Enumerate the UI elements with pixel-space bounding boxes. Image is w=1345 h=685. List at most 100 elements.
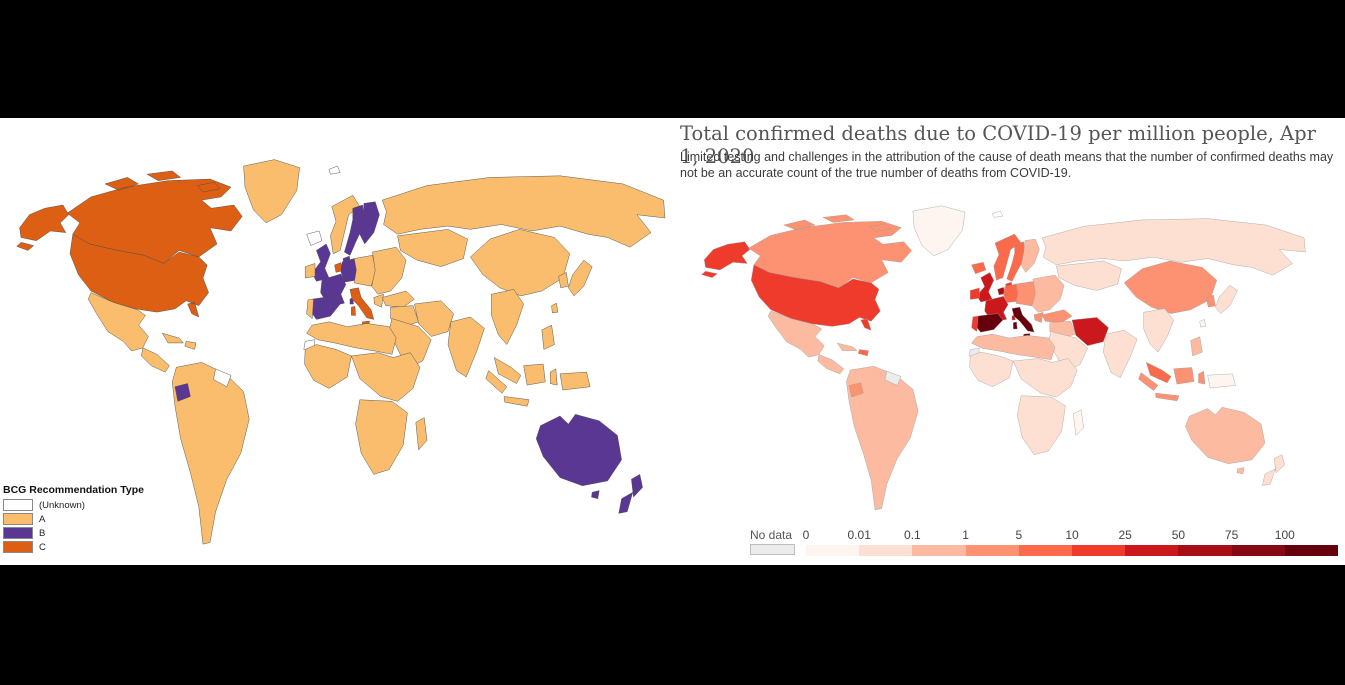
bcg-legend-title: BCG Recommendation Type — [3, 484, 144, 496]
region-spain[interactable] — [973, 313, 1004, 333]
region-new-guinea[interactable] — [1207, 373, 1236, 389]
colorbar-segment[interactable] — [806, 545, 860, 556]
region-sumatra[interactable] — [1138, 372, 1159, 391]
colorbar-tick-label: 75 — [1224, 528, 1239, 542]
colorbar-tick-label: 1 — [962, 528, 969, 542]
colorbar-tick-label: 5 — [1015, 528, 1023, 542]
region-se-asia[interactable] — [1143, 308, 1174, 353]
colorbar-tick-label: 10 — [1065, 528, 1079, 542]
region-russia — [381, 175, 666, 248]
region-java — [503, 396, 530, 407]
region-usa[interactable] — [750, 264, 881, 331]
region-australia[interactable] — [1185, 407, 1266, 464]
region-ecuador[interactable] — [848, 382, 864, 398]
region-central-europe[interactable] — [1015, 281, 1037, 307]
colorbar-segment[interactable] — [1125, 545, 1179, 556]
region-korea — [558, 272, 569, 289]
colorbar-segment[interactable] — [965, 545, 1019, 556]
region-malay[interactable] — [1145, 361, 1172, 384]
colorbar-tick-label: 0.1 — [904, 528, 921, 542]
covid-world-map — [701, 205, 1306, 511]
region-sulawesi — [549, 368, 558, 386]
region-alaska[interactable] — [701, 241, 751, 278]
no-data-legend-group: No data — [750, 528, 798, 555]
region-madagascar — [415, 417, 428, 451]
region-madagascar[interactable] — [1073, 409, 1084, 436]
region-turkey[interactable] — [1041, 309, 1073, 323]
region-greece[interactable] — [1033, 312, 1044, 323]
covid-colorbar-legend: No data 0 0.01 0.1 1 5 10 25 50 75 100 — [750, 528, 1339, 558]
region-russia[interactable] — [1041, 218, 1306, 276]
region-central-asia — [397, 229, 468, 267]
covid-map-panel: Total confirmed deaths due to COVID-19 p… — [678, 118, 1345, 565]
region-iceland[interactable] — [971, 262, 987, 275]
region-eastern-europe — [371, 246, 407, 295]
region-borneo[interactable] — [1173, 367, 1195, 385]
region-north-africa[interactable] — [971, 333, 1056, 360]
no-data-swatch[interactable] — [750, 544, 795, 555]
colorbar-tick-label: 50 — [1171, 528, 1186, 542]
letterbox-top — [0, 0, 1345, 118]
region-eastern-europe[interactable] — [1031, 274, 1065, 313]
bcg-world-map — [16, 159, 666, 545]
region-central-europe — [353, 255, 377, 287]
region-usa — [69, 233, 209, 318]
region-japan[interactable] — [1215, 285, 1238, 314]
region-ireland — [304, 263, 316, 279]
region-central-america[interactable] — [817, 354, 845, 375]
region-svalbard[interactable] — [992, 210, 1004, 218]
bcg-legend-label: B — [39, 527, 46, 539]
bcg-legend-swatch — [3, 527, 33, 539]
region-cuba[interactable] — [836, 342, 858, 351]
region-guyana[interactable] — [884, 371, 902, 386]
colorbar-segment[interactable] — [1018, 545, 1073, 556]
colorbar-segment[interactable] — [1231, 545, 1285, 556]
covid-map-title: Total confirmed deaths due to COVID-19 p… — [680, 122, 1316, 168]
region-southern-africa[interactable] — [1017, 395, 1066, 455]
region-finland[interactable] — [1020, 238, 1040, 273]
region-svalbard — [328, 165, 341, 175]
colorbar-tick-label: 100 — [1274, 528, 1295, 542]
colorbar-segment[interactable] — [1178, 545, 1232, 556]
region-central-asia[interactable] — [1056, 260, 1122, 291]
colorbar-segment[interactable] — [1284, 545, 1339, 556]
bcg-legend-item-a: A — [3, 513, 144, 525]
region-canada[interactable] — [748, 214, 912, 289]
colorbar-segment[interactable] — [912, 545, 966, 556]
region-guyana — [213, 368, 232, 388]
colorbar-segment[interactable] — [859, 545, 913, 556]
bcg-legend-label: A — [39, 513, 46, 525]
region-spain — [309, 295, 341, 320]
region-sumatra — [485, 370, 508, 394]
region-sulawesi[interactable] — [1198, 371, 1206, 385]
region-tasmania — [591, 490, 600, 500]
region-canada — [66, 170, 243, 264]
region-south-america[interactable] — [846, 365, 919, 511]
region-portugal[interactable] — [971, 315, 979, 332]
region-tasmania[interactable] — [1236, 467, 1245, 475]
region-north-africa — [306, 321, 397, 355]
region-ireland[interactable] — [970, 287, 980, 300]
region-java[interactable] — [1155, 392, 1180, 402]
region-india[interactable] — [1103, 330, 1138, 379]
region-greenland[interactable] — [912, 205, 966, 257]
region-philippines — [541, 324, 555, 350]
region-taiwan[interactable] — [1199, 319, 1206, 328]
colorbar-segment[interactable] — [1072, 545, 1126, 556]
region-central-east-africa[interactable] — [1013, 358, 1078, 398]
region-norway[interactable] — [993, 233, 1022, 281]
region-malay — [493, 357, 522, 384]
region-korea[interactable] — [1206, 294, 1216, 308]
region-hispaniola — [184, 341, 197, 350]
region-new-zealand[interactable] — [1262, 454, 1285, 486]
region-philippines[interactable] — [1190, 336, 1203, 357]
region-west-africa[interactable] — [969, 351, 1014, 387]
colorbar: 0 0.01 0.1 1 5 10 25 50 75 100 — [802, 528, 1339, 556]
region-hispaniola[interactable] — [857, 349, 869, 357]
region-italy[interactable] — [1011, 306, 1035, 339]
region-iran[interactable] — [1071, 317, 1109, 346]
colorbar-tick-label: 0 — [802, 528, 810, 542]
content-area: BCG Recommendation Type (Unknown) A B C Tot… — [0, 118, 1345, 565]
region-china[interactable] — [1123, 260, 1217, 314]
region-turkey — [381, 290, 415, 308]
